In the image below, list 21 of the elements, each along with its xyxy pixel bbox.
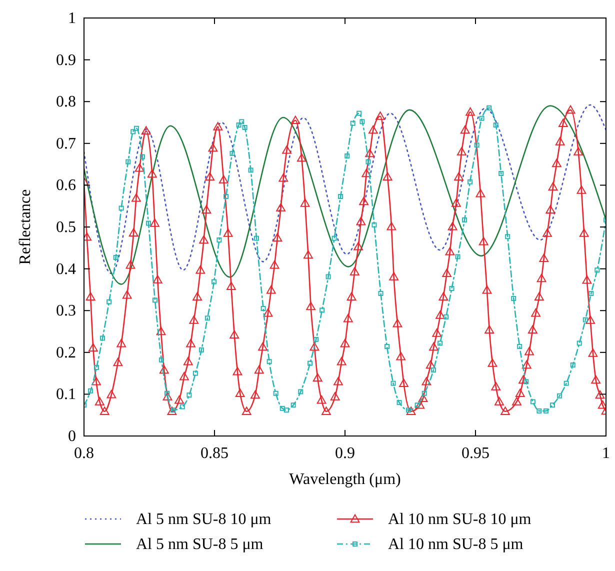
x-tick-label: 0.9 — [335, 445, 355, 462]
y-tick-label: 0 — [68, 428, 76, 445]
legend-label: Al 5 nm SU-8 5 μm — [136, 536, 264, 553]
y-tick-label: 1 — [68, 10, 76, 27]
y-tick-label: 0.5 — [56, 219, 76, 236]
x-tick-label: 0.85 — [200, 445, 228, 462]
y-tick-label: 0.6 — [56, 177, 76, 194]
x-axis-title: Wavelength (μm) — [289, 471, 401, 488]
legend-label: Al 10 nm SU-8 5 μm — [388, 536, 524, 553]
y-tick-label: 0.4 — [56, 260, 76, 278]
legend-label: Al 10 nm SU-8 10 μm — [388, 511, 532, 528]
y-tick-label: 0.2 — [56, 344, 76, 362]
y-tick-label: 0.1 — [56, 386, 76, 404]
x-tick-label: 0.95 — [462, 445, 490, 462]
y-axis-title: Reflectance — [17, 189, 34, 265]
y-tick-label: 0.8 — [56, 94, 76, 111]
x-tick-label: 1 — [602, 445, 610, 462]
y-tick-label: 0.3 — [56, 302, 76, 320]
y-tick-label: 0.9 — [56, 52, 76, 69]
legend-label: Al 5 nm SU-8 10 μm — [136, 511, 272, 528]
y-tick-label: 0.7 — [56, 135, 76, 152]
